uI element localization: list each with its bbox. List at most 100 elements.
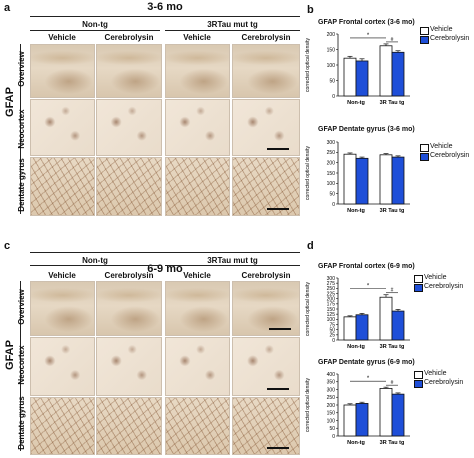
scale-bar: [267, 388, 289, 390]
legend-swatch-cerebrolysin: [420, 36, 429, 44]
group-label-nontg-bottom: Non-tg: [82, 256, 108, 265]
micrograph-overview-cerebrolysin-nontg-3-6mo: [96, 44, 162, 98]
col-vehicle-tg-top: Vehicle: [183, 33, 211, 42]
chart-svg: corrected optical density050100150200250…: [305, 372, 410, 446]
micrograph-neocortex-vehicle-tg-6-9mo: [165, 337, 230, 396]
bar-cerebrolysin: [391, 156, 405, 205]
y-axis-label: corrected optical density: [305, 282, 311, 336]
y-tick-label: 100: [327, 181, 336, 187]
row-label-neocortex-bottom: Neocortex: [17, 345, 26, 385]
legend-swatch-cerebrolysin: [414, 380, 423, 388]
y-tick-label: 300: [327, 387, 336, 393]
significance-star: *: [367, 376, 370, 382]
micrograph-neocortex-vehicle-tg-3-6mo: [165, 99, 230, 156]
y-tick-label: 350: [327, 380, 336, 386]
scale-bar: [269, 328, 291, 330]
col-cerebrolysin-nontg-top: Cerebrolysin: [104, 33, 154, 42]
group-label-nontg-top: Non-tg: [82, 20, 108, 29]
micrograph-overview-vehicle-nontg-3-6mo: [30, 44, 95, 98]
micrograph-overview-vehicle-nontg-6-9mo: [30, 281, 95, 336]
micrograph-overview-vehicle-tg-3-6mo: [165, 44, 230, 98]
legend-swatch-vehicle: [420, 27, 429, 35]
legend-label-vehicle: Vehicle: [430, 26, 453, 33]
legend-label-cerebrolysin: Cerebrolysin: [424, 379, 464, 386]
age-title-bottom: 6-9 mo: [147, 263, 183, 275]
age-title-top: 3-6 mo: [147, 1, 183, 13]
group-divider-nontg-bottom: [30, 265, 160, 266]
bar-vehicle: [343, 153, 357, 205]
chart-frontal-3-6mo: corrected optical density 0 50 100 150 200 Non…: [300, 26, 474, 112]
significance-star: *: [367, 284, 370, 290]
y-tick-label: 200: [327, 32, 336, 38]
y-tick-label: 200: [327, 160, 336, 166]
chart-svg: corrected optical density 0 50 100 150 200 Non…: [305, 32, 410, 106]
y-tick-label: 250: [327, 395, 336, 401]
bar-cerebrolysin: [355, 157, 369, 205]
micrograph-overview-vehicle-tg-6-9mo: [165, 281, 230, 336]
legend-swatch-vehicle: [414, 275, 423, 283]
group-divider-nontg-top: [30, 30, 160, 31]
bar-cerebrolysin: [391, 310, 405, 341]
group-divider-tg-bottom: [165, 265, 300, 266]
panel-letter-a: a: [4, 2, 11, 14]
legend-label-vehicle: Vehicle: [424, 370, 447, 377]
y-axis-label: corrected optical density: [305, 378, 311, 432]
y-axis-label: corrected optical density: [305, 146, 311, 200]
y-tick-label: 0: [332, 94, 335, 100]
age-divider-bottom-upper: [30, 252, 300, 253]
micrograph-overview-cerebrolysin-tg-6-9mo: [232, 281, 300, 336]
micrograph-dentate-cerebrolysin-tg-6-9mo: [232, 397, 300, 455]
bar-vehicle: [343, 404, 357, 437]
legend-label-cerebrolysin: Cerebrolysin: [430, 35, 470, 42]
col-cerebrolysin-tg-bottom: Cerebrolysin: [241, 271, 291, 280]
bar-cerebrolysin: [391, 393, 405, 437]
chart-title: GFAP Dentate gyrus (3-6 mo): [318, 126, 415, 133]
scale-bar: [267, 148, 289, 150]
row-label-overview-bottom: Overview: [17, 289, 26, 325]
y-tick-label: 300: [327, 276, 336, 282]
micrograph-dentate-vehicle-tg-6-9mo: [165, 397, 230, 455]
y-tick-label: 200: [327, 296, 336, 302]
micrograph-neocortex-cerebrolysin-tg-3-6mo: [232, 99, 300, 156]
x-tick-label: 3R Tau tg: [380, 344, 405, 350]
chart-frontal-6-9mo: corrected optical density 0 25 50 75 100 125 15…: [300, 270, 474, 356]
y-tick-label: 0: [332, 202, 335, 208]
significance-hash: #: [391, 288, 394, 294]
x-tick-label: Non-tg: [347, 440, 365, 446]
y-tick-label: 150: [327, 307, 336, 313]
y-tick-label: 25: [329, 333, 335, 339]
y-tick-label: 100: [327, 63, 336, 69]
micrograph-overview-cerebrolysin-tg-3-6mo: [232, 44, 300, 98]
y-tick-label: 225: [327, 291, 336, 297]
bar-cerebrolysin: [355, 403, 369, 437]
y-tick-label: 250: [327, 150, 336, 156]
legend-label-vehicle: Vehicle: [430, 143, 453, 150]
significance-star: *: [367, 33, 370, 39]
y-tick-label: 200: [327, 403, 336, 409]
legend-label-vehicle: Vehicle: [424, 274, 447, 281]
y-tick-label: 400: [327, 372, 336, 378]
legend-label-cerebrolysin: Cerebrolysin: [430, 152, 470, 159]
significance-hash: #: [391, 37, 394, 43]
micrograph-neocortex-vehicle-nontg-6-9mo: [30, 337, 95, 396]
x-tick-label: Non-tg: [347, 344, 365, 350]
stain-label-bottom: GFAP: [4, 340, 16, 370]
micrograph-dentate-vehicle-nontg-6-9mo: [30, 397, 95, 455]
row-label-dentate-bottom: Dentate gyrus: [17, 396, 26, 450]
legend-swatch-cerebrolysin: [420, 153, 429, 161]
col-vehicle-nontg-top: Vehicle: [48, 33, 76, 42]
y-tick-label: 275: [327, 281, 336, 287]
bar-cerebrolysin: [355, 60, 369, 97]
panel-letter-d: d: [307, 240, 314, 252]
col-cerebrolysin-nontg-bottom: Cerebrolysin: [104, 271, 154, 280]
micrograph-overview-cerebrolysin-nontg-6-9mo: [96, 281, 162, 336]
x-tick-label: 3R Tau tg: [380, 208, 405, 214]
stain-label-top: GFAP: [4, 87, 16, 117]
panel-letter-c: c: [4, 240, 11, 252]
bar-cerebrolysin: [355, 314, 369, 341]
y-tick-label: 150: [327, 171, 336, 177]
y-tick-label: 0: [332, 434, 335, 440]
y-tick-label: 50: [329, 426, 335, 432]
y-tick-label: 50: [329, 191, 335, 197]
group-divider-tg-top: [165, 30, 300, 31]
